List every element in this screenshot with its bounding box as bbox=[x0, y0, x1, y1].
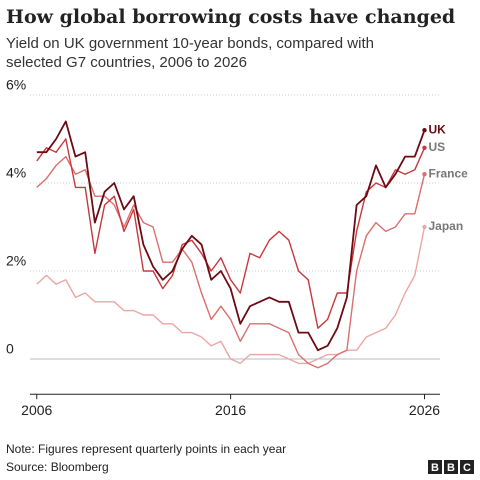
chart-subtitle: selected G7 countries, 2006 to 2026 bbox=[6, 54, 247, 71]
source: Source: Bloomberg bbox=[6, 460, 109, 474]
logo-letter: C bbox=[463, 462, 471, 474]
line-series bbox=[36, 226, 426, 365]
series-label: France bbox=[428, 166, 468, 180]
logo-box bbox=[428, 460, 442, 474]
note: Note: Figures represent quarterly points… bbox=[6, 442, 286, 456]
series-label: UK bbox=[428, 122, 446, 136]
y-tick-label: 0 bbox=[6, 341, 14, 357]
y-tick-label: 2% bbox=[6, 253, 26, 269]
logo-letter: B bbox=[431, 462, 439, 474]
line-series bbox=[36, 138, 426, 329]
logo: B B C bbox=[428, 460, 474, 474]
x-tick-label: 2006 bbox=[21, 402, 52, 418]
logo-box bbox=[444, 460, 458, 474]
end-dot bbox=[422, 172, 427, 177]
series-label: US bbox=[428, 140, 445, 154]
y-tick-label: 6% bbox=[6, 77, 26, 93]
logo-box bbox=[460, 460, 474, 474]
line-series bbox=[36, 120, 426, 352]
chart-subtitle: Yield on UK government 10-year bonds, co… bbox=[6, 35, 374, 52]
chart-title: How global borrowing costs have changed bbox=[6, 6, 455, 28]
end-dot bbox=[422, 224, 427, 230]
series-label: Japan bbox=[428, 219, 463, 233]
x-tick-label: 2026 bbox=[409, 402, 440, 418]
logo-letter: B bbox=[447, 462, 455, 474]
y-tick-label: 4% bbox=[6, 165, 26, 181]
line-series bbox=[36, 155, 426, 369]
x-tick-label: 2016 bbox=[215, 402, 246, 418]
end-dot bbox=[422, 128, 427, 133]
end-dot bbox=[422, 145, 427, 150]
